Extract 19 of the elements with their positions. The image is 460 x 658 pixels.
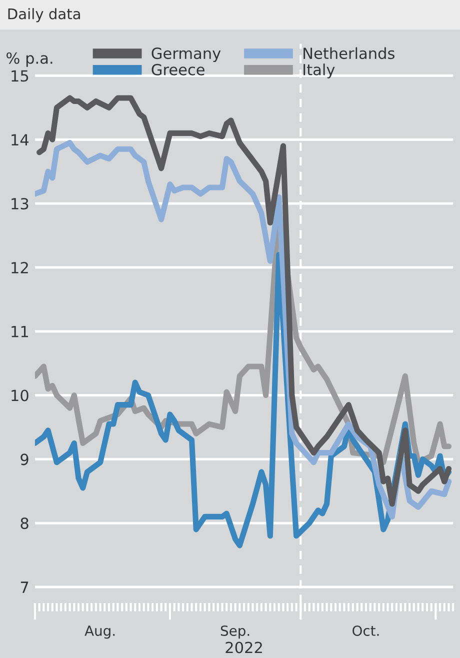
x-tick-label: Oct.	[352, 625, 379, 636]
y-tick-label: 8	[20, 518, 28, 530]
y-tick-label: 15	[12, 70, 28, 82]
y-tick-label: 10	[12, 390, 28, 402]
x-tick-label: Sep.	[220, 625, 250, 639]
y-tick-label: 12	[12, 262, 28, 274]
legend-label: Greece	[152, 64, 204, 76]
y-axis-title: % p.a.	[6, 52, 52, 67]
y-tick-label: 9	[20, 454, 28, 466]
legend-label: Italy	[304, 64, 335, 78]
chart-title: Daily data	[8, 8, 80, 22]
y-tick-label: 7	[20, 582, 28, 593]
y-tick-label: 14	[12, 134, 29, 146]
y-tick-label: 13	[12, 198, 28, 210]
legend-label: Germany	[152, 48, 221, 62]
x-tick-label: Aug.	[84, 626, 115, 639]
x-axis-title: 2022	[226, 642, 262, 654]
legend-label: Netherlands	[304, 47, 394, 60]
y-tick-label: 11	[12, 326, 28, 338]
